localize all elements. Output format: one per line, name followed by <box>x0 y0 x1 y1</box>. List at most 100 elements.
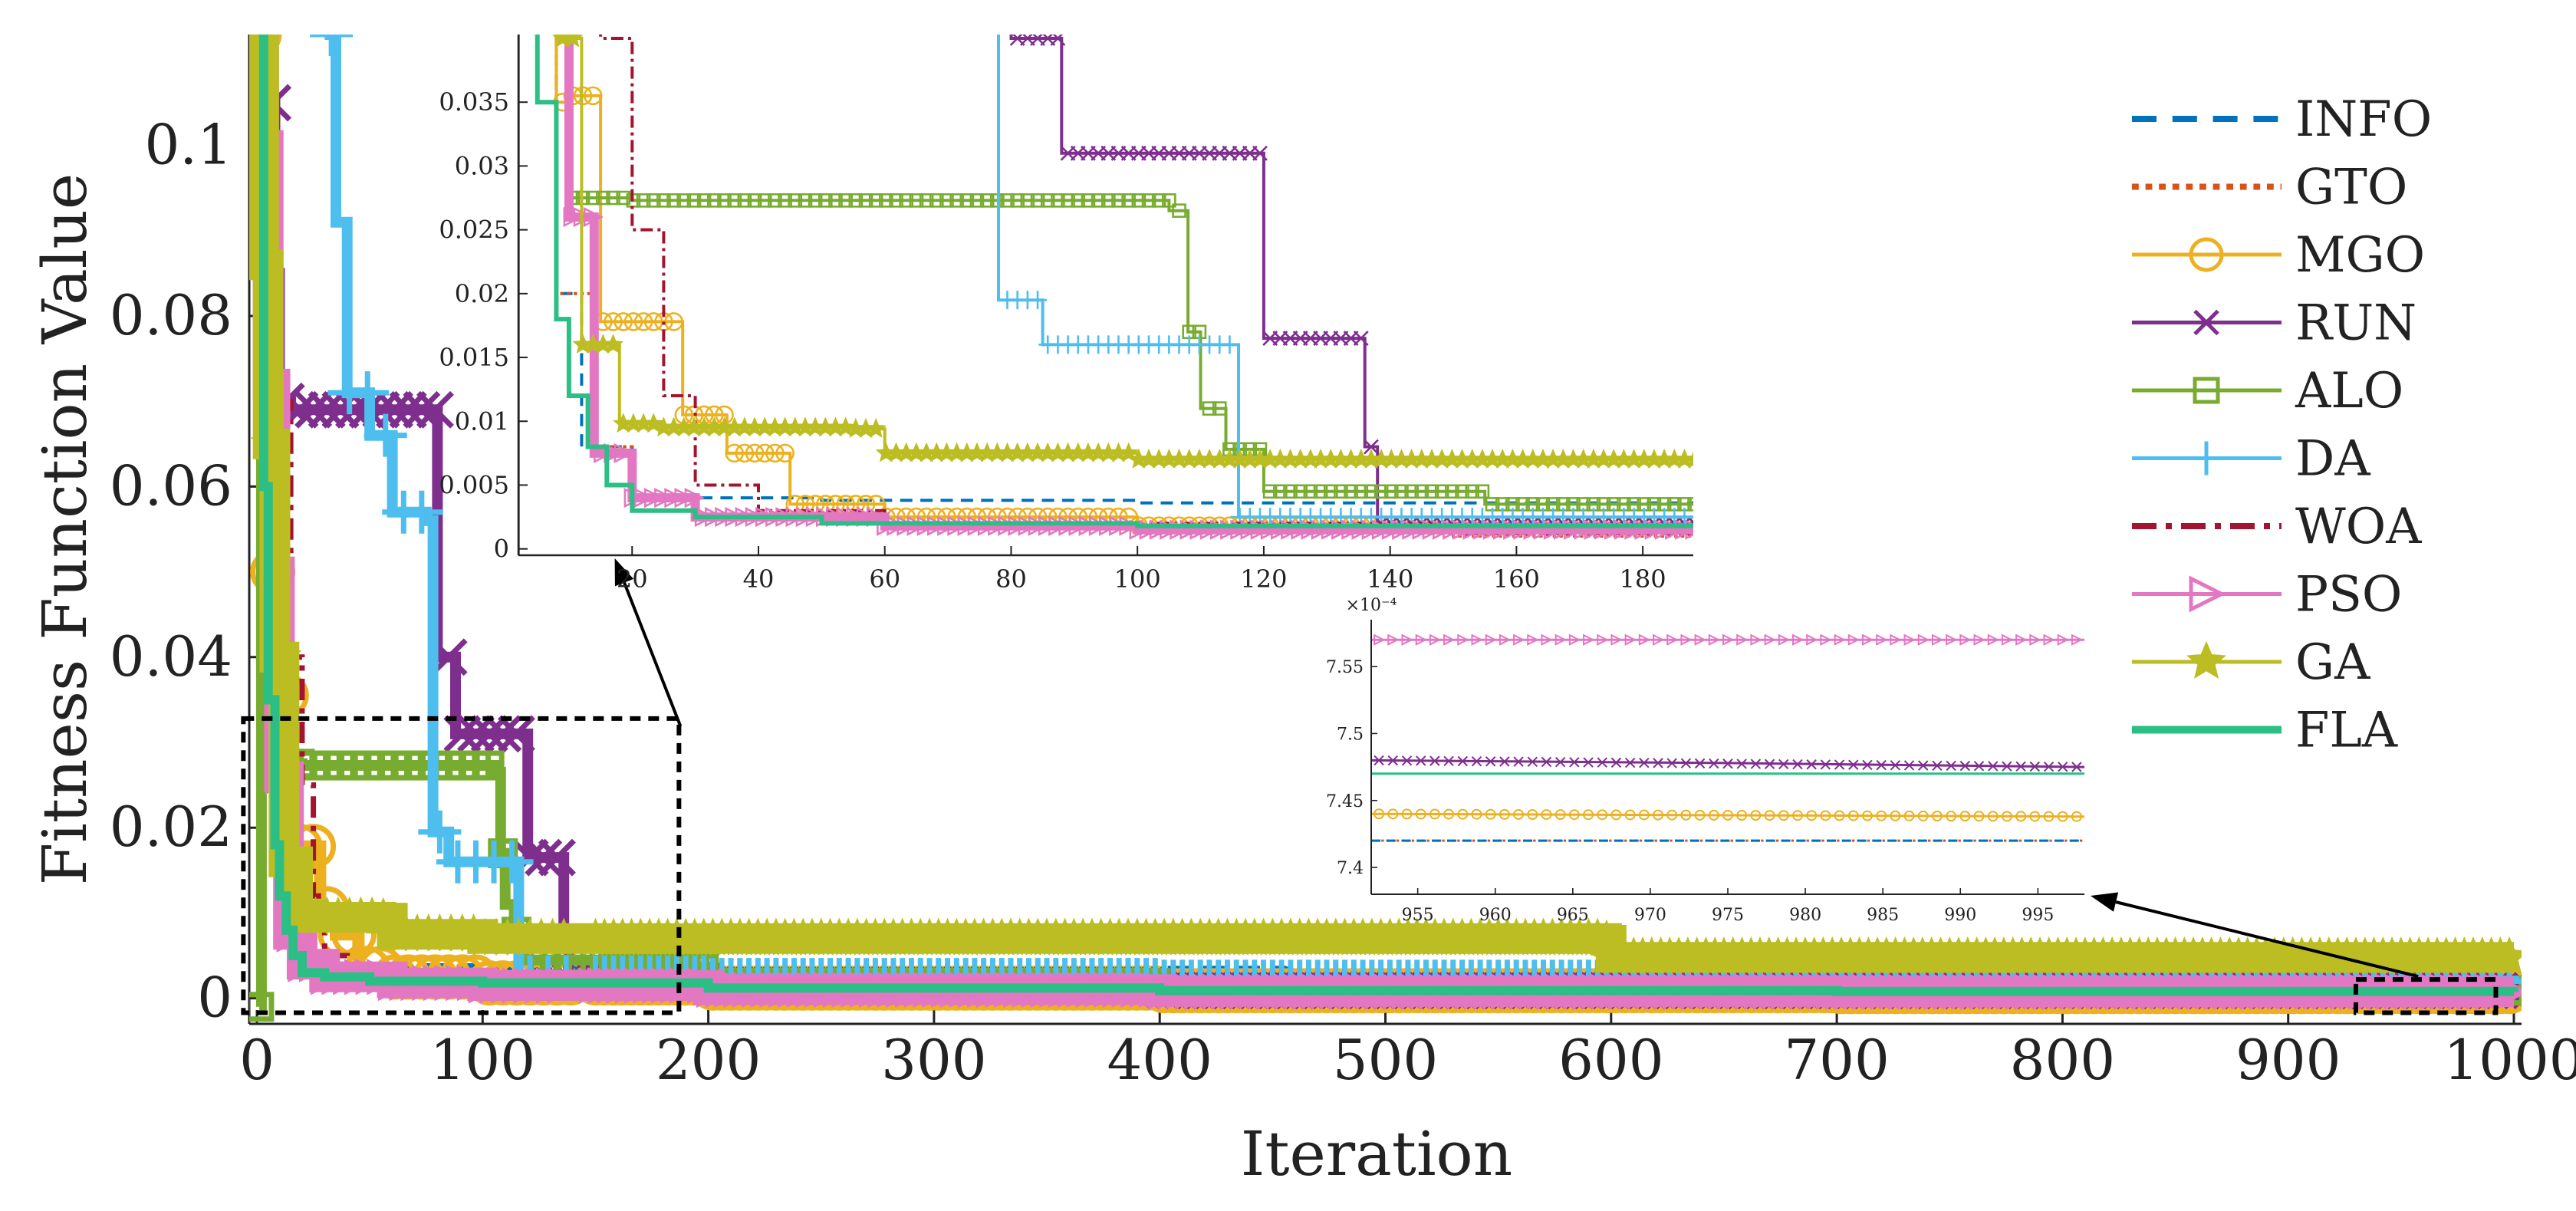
inset-early-marker-alo <box>1424 484 1439 499</box>
inset-late-marker-run <box>1639 757 1650 768</box>
inset-early-marker-alo <box>1404 484 1419 499</box>
y-tick-label: 0.02 <box>110 795 232 859</box>
inset-late-marker-run <box>1429 755 1440 766</box>
inset-early-marker-alo <box>848 193 864 208</box>
inset-early-marker-alo <box>768 193 782 208</box>
inset-early-marker-mgo <box>725 443 744 463</box>
inset-early-marker-mgo <box>775 443 795 463</box>
series-marker-run <box>456 715 495 753</box>
inset-late-marker-run <box>1903 760 1915 771</box>
inset-late-marker-run <box>1680 758 1692 768</box>
inset-early-marker-alo <box>788 193 803 208</box>
inset-early-marker-alo <box>838 193 853 208</box>
inset-early-y-tick-label: 0.01 <box>455 406 509 436</box>
inset-late-marker-mgo <box>1415 808 1426 820</box>
inset-early-x-tick-label: 20 <box>617 564 648 594</box>
inset-early-marker-alo <box>747 193 762 208</box>
legend-entry-mgo: MGO <box>2132 227 2425 284</box>
series-marker-run <box>525 838 563 877</box>
inset-late-marker-mgo <box>1750 810 1762 821</box>
inset-late-marker-pso <box>1638 633 1651 646</box>
inset-early-marker-pso <box>643 488 665 508</box>
inset-late-marker-mgo <box>1527 809 1538 821</box>
legend-entry-da: DA <box>2132 431 2370 488</box>
inset-early-marker-mgo <box>664 312 683 331</box>
inset-late-marker-run <box>2043 761 2055 772</box>
inset-late-marker-pso <box>1722 633 1735 646</box>
inset-early-y-tick-label: 0 <box>494 535 509 564</box>
inset-early-marker-alo <box>1475 484 1490 499</box>
inset-early-marker-alo <box>1273 484 1288 499</box>
inset-late-marker-run <box>1653 758 1663 768</box>
inset-early-marker-alo <box>1303 484 1318 499</box>
inset-early-x-tick-label: 80 <box>995 564 1027 594</box>
inset-late-marker-mgo <box>1764 810 1775 821</box>
series-marker-run <box>443 715 482 753</box>
inset-early-marker-alo <box>1394 484 1409 499</box>
inset-late-marker-mgo <box>1653 809 1664 821</box>
x-tick-label: 500 <box>1333 1028 1438 1092</box>
inset-late-marker-mgo <box>1443 808 1455 820</box>
inset-late-marker-pso <box>1554 633 1567 646</box>
inset-early-marker-alo <box>1010 193 1025 208</box>
inset-early-marker-alo <box>1434 484 1449 499</box>
inset-early-y-tick-label: 0.02 <box>455 279 509 308</box>
inset-late-marker-mgo <box>1666 809 1678 821</box>
inset-late-y-tick-label: 7.5 <box>1337 725 1364 744</box>
inset-late-marker-run <box>1876 759 1887 771</box>
series-marker-run <box>484 715 522 753</box>
inset-late-marker-run <box>1415 755 1426 766</box>
inset-late-marker-pso <box>2001 633 2014 646</box>
inset-late-marker-pso <box>1903 633 1916 646</box>
inset-late-marker-pso <box>2071 633 2084 646</box>
inset-late-marker-run <box>1554 756 1566 768</box>
inset-early-marker-mgo <box>633 312 653 331</box>
inset-early-y-tick-label: 0.03 <box>455 151 509 180</box>
legend-label: DA <box>2295 431 2370 488</box>
legend-swatch-run <box>2132 309 2282 336</box>
inset-late-marker-mgo <box>1694 809 1706 821</box>
inset-late-marker-run <box>1527 756 1538 768</box>
inset-late-line-mgo <box>1371 812 2084 818</box>
inset-early-marker-alo <box>929 193 944 208</box>
inset-early-y-tick-label: 0.005 <box>439 470 509 499</box>
inset-early-marker-pso <box>654 488 675 508</box>
inset-late-marker-mgo <box>1680 809 1692 821</box>
inset-early-marker-alo <box>1081 193 1096 208</box>
zoom-arrow-late <box>2091 892 2419 979</box>
inset-late-marker-pso <box>1680 633 1693 646</box>
legend-entry-woa: WOA <box>2132 499 2422 555</box>
inset-late-marker-mgo <box>1903 810 1915 821</box>
inset-early-marker-da <box>1696 508 1714 526</box>
inset-early-marker-alo <box>636 193 651 208</box>
inset-late-marker-run <box>1694 758 1706 769</box>
inset-early-marker-alo <box>1334 484 1348 499</box>
zoom-arrow-early-head <box>614 558 634 587</box>
inset-late-marker-mgo <box>1638 809 1650 821</box>
inset-late-marker-pso <box>1653 633 1665 646</box>
inset-late-marker-run <box>1918 760 1929 771</box>
inset-early-marker-alo <box>686 193 702 208</box>
inset-early-background <box>518 35 1693 555</box>
inset-late-marker-mgo <box>1876 810 1887 821</box>
inset-late-marker-mgo <box>1554 809 1566 821</box>
inset-early-x-tick-label: 100 <box>1114 564 1161 594</box>
inset-late-marker-run <box>2002 761 2012 772</box>
inset-late-marker-pso <box>1457 633 1469 646</box>
inset-early-marker-alo <box>1455 484 1469 499</box>
inset-early-marker-alo <box>1091 193 1106 208</box>
inset-early-marker-mgo <box>643 312 663 331</box>
inset-late-marker-pso <box>1541 633 1553 646</box>
inset-late-marker-mgo <box>1861 810 1873 821</box>
x-axis-label: Iteration <box>1241 1118 1512 1190</box>
inset-late-marker-pso <box>1610 633 1623 646</box>
inset-early-marker-alo <box>1283 484 1298 499</box>
inset-late-marker-run <box>1792 759 1803 770</box>
inset-late-marker-run <box>1610 757 1622 768</box>
inset-late-series-group <box>1371 633 2084 842</box>
inset-late-marker-pso <box>1890 633 1902 646</box>
inset-early-marker-alo <box>889 193 903 208</box>
legend-swatch-pso <box>2132 575 2282 613</box>
legend-entry-pso: PSO <box>2132 567 2402 624</box>
inset-late-marker-run <box>1471 755 1482 767</box>
